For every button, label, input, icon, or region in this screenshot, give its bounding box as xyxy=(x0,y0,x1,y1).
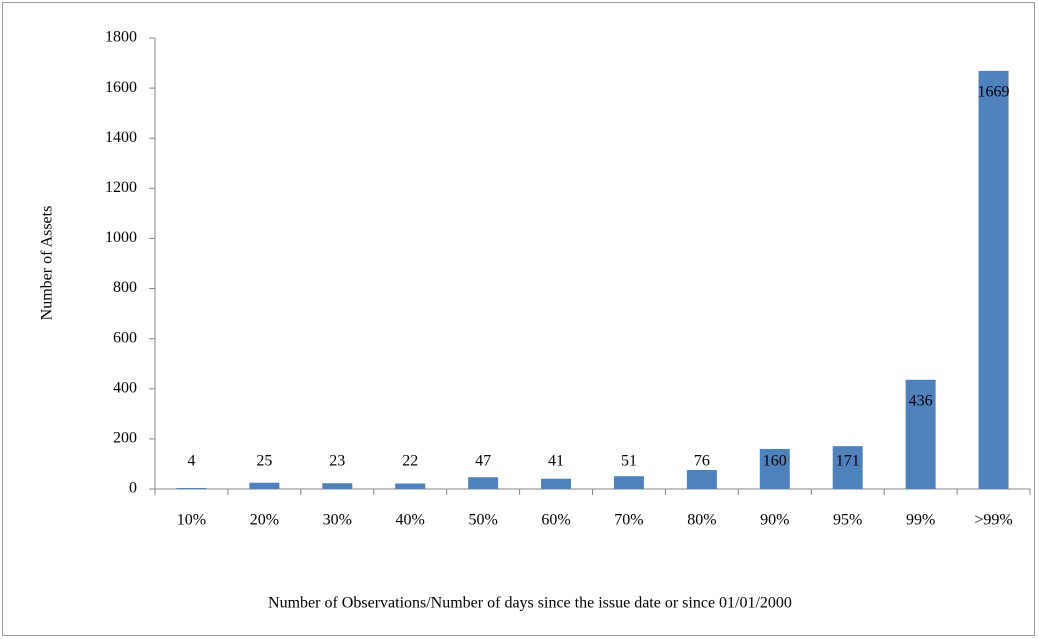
y-tick-label: 1200 xyxy=(105,179,137,196)
bar xyxy=(832,446,863,489)
data-label: 47 xyxy=(475,453,491,470)
bar xyxy=(759,448,790,489)
y-tick-label: 600 xyxy=(113,329,137,346)
bar xyxy=(978,70,1009,489)
x-axis-title: Number of Observations/Number of days si… xyxy=(268,595,792,612)
x-tick-label: 60% xyxy=(541,512,570,529)
y-tick-label: 1000 xyxy=(105,229,137,246)
data-label: 76 xyxy=(694,453,710,470)
x-tick-label: 95% xyxy=(833,512,862,529)
y-tick-label: 400 xyxy=(113,379,137,396)
y-tick-label: 1400 xyxy=(105,129,137,146)
x-tick-label: >99% xyxy=(974,512,1012,529)
y-axis-title: Number of Assets xyxy=(39,206,56,321)
data-label: 22 xyxy=(402,453,418,470)
x-tick-label: 40% xyxy=(396,512,425,529)
data-label: 160 xyxy=(763,453,787,470)
bar xyxy=(249,482,280,489)
x-tick-label: 30% xyxy=(323,512,352,529)
data-label: 171 xyxy=(836,453,860,470)
x-tick-label: 20% xyxy=(250,512,279,529)
bar xyxy=(613,476,644,489)
x-tick-label: 10% xyxy=(177,512,206,529)
data-label: 1669 xyxy=(978,83,1010,100)
bar xyxy=(176,487,207,489)
bar xyxy=(395,483,426,489)
data-label: 23 xyxy=(329,453,345,470)
bar xyxy=(322,483,353,489)
x-tick-label: 80% xyxy=(687,512,716,529)
bar xyxy=(468,477,499,489)
data-label: 436 xyxy=(909,392,933,409)
bar xyxy=(686,469,717,489)
data-label: 4 xyxy=(187,453,195,470)
x-tick-label: 70% xyxy=(614,512,643,529)
y-tick-label: 800 xyxy=(113,279,137,296)
data-label: 51 xyxy=(621,453,637,470)
bar xyxy=(541,478,572,489)
data-label: 41 xyxy=(548,453,564,470)
y-tick-label: 0 xyxy=(129,480,137,497)
x-tick-label: 50% xyxy=(468,512,497,529)
x-tick-label: 90% xyxy=(760,512,789,529)
y-tick-label: 200 xyxy=(113,430,137,447)
x-tick-label: 99% xyxy=(906,512,935,529)
data-label: 25 xyxy=(256,453,272,470)
y-tick-label: 1600 xyxy=(105,79,137,96)
y-tick-label: 1800 xyxy=(105,29,137,46)
bar xyxy=(905,379,936,489)
